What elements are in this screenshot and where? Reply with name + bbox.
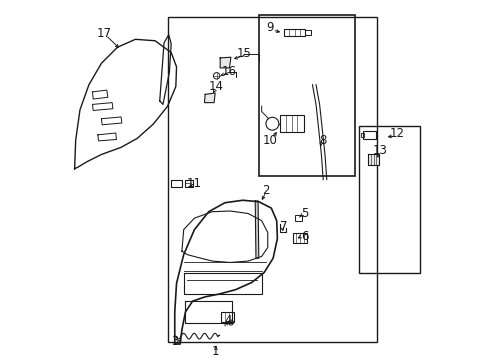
Text: 12: 12 bbox=[389, 126, 404, 140]
Text: 7: 7 bbox=[280, 220, 287, 233]
Bar bbox=[305, 30, 310, 35]
Text: 14: 14 bbox=[208, 80, 223, 93]
Text: 13: 13 bbox=[372, 144, 387, 157]
Text: 17: 17 bbox=[97, 27, 112, 40]
Text: 1: 1 bbox=[212, 345, 219, 358]
Bar bbox=[283, 28, 305, 36]
Bar bbox=[171, 180, 182, 187]
Polygon shape bbox=[204, 93, 215, 103]
Bar bbox=[185, 180, 192, 187]
Bar bbox=[360, 133, 364, 136]
Text: 11: 11 bbox=[186, 177, 202, 190]
Text: 10: 10 bbox=[262, 134, 277, 147]
Polygon shape bbox=[367, 154, 378, 165]
Bar bbox=[358, 126, 419, 273]
Bar bbox=[363, 131, 375, 139]
Text: 6: 6 bbox=[301, 230, 308, 243]
Text: 5: 5 bbox=[301, 207, 308, 220]
Polygon shape bbox=[255, 201, 258, 258]
Text: 3: 3 bbox=[171, 335, 178, 348]
Bar bbox=[167, 17, 376, 342]
Bar bbox=[280, 115, 303, 132]
Text: 8: 8 bbox=[319, 134, 326, 147]
Polygon shape bbox=[220, 57, 230, 68]
Bar bbox=[294, 215, 302, 221]
Text: 4: 4 bbox=[224, 314, 232, 327]
Bar bbox=[258, 15, 355, 176]
Text: 2: 2 bbox=[262, 184, 269, 197]
Text: 16: 16 bbox=[222, 65, 237, 78]
Text: 9: 9 bbox=[266, 21, 273, 34]
Bar bbox=[292, 233, 306, 243]
Text: 15: 15 bbox=[237, 47, 251, 60]
Bar bbox=[221, 312, 233, 322]
